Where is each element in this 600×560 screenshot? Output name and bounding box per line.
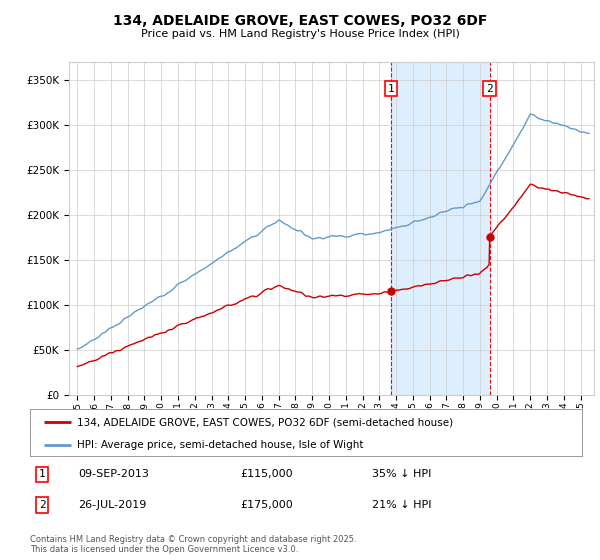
- Text: 09-SEP-2013: 09-SEP-2013: [78, 469, 149, 479]
- Text: 1: 1: [38, 469, 46, 479]
- Text: Price paid vs. HM Land Registry's House Price Index (HPI): Price paid vs. HM Land Registry's House …: [140, 29, 460, 39]
- Text: HPI: Average price, semi-detached house, Isle of Wight: HPI: Average price, semi-detached house,…: [77, 440, 364, 450]
- Text: 134, ADELAIDE GROVE, EAST COWES, PO32 6DF: 134, ADELAIDE GROVE, EAST COWES, PO32 6D…: [113, 14, 487, 28]
- Text: 134, ADELAIDE GROVE, EAST COWES, PO32 6DF (semi-detached house): 134, ADELAIDE GROVE, EAST COWES, PO32 6D…: [77, 417, 453, 427]
- Text: 26-JUL-2019: 26-JUL-2019: [78, 500, 146, 510]
- Bar: [391, 62, 490, 395]
- Text: £175,000: £175,000: [240, 500, 293, 510]
- Text: 2: 2: [486, 83, 493, 94]
- Text: 21% ↓ HPI: 21% ↓ HPI: [372, 500, 431, 510]
- Text: 1: 1: [388, 83, 394, 94]
- Text: £115,000: £115,000: [240, 469, 293, 479]
- Text: 2: 2: [38, 500, 46, 510]
- Text: 35% ↓ HPI: 35% ↓ HPI: [372, 469, 431, 479]
- Text: Contains HM Land Registry data © Crown copyright and database right 2025.
This d: Contains HM Land Registry data © Crown c…: [30, 535, 356, 554]
